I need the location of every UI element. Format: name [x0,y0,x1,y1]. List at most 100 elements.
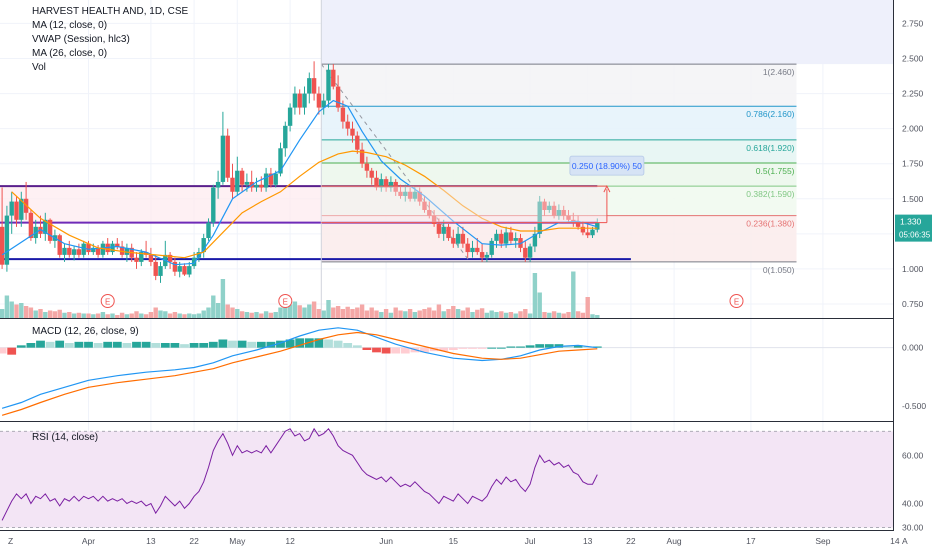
time-tick-label: 12 [285,536,295,546]
volume-bar [143,314,149,318]
legend-vwap[interactable]: VWAP (Session, hlc3) [32,34,130,45]
legend-macd[interactable]: MACD (12, 26, close, 9) [32,326,139,337]
candle-body [412,191,418,199]
volume-bar [163,311,168,318]
volume-bar [9,301,14,318]
fib-trendline[interactable] [320,63,471,263]
candle-body [527,246,533,258]
pane-separators[interactable] [0,0,932,531]
volume-bar [350,309,355,318]
volume-bar [475,309,480,318]
time-axis-zoom-label[interactable]: Z [8,536,13,546]
macd-histogram-bar [237,340,247,348]
candle-body [479,252,485,258]
candle-body [167,254,173,262]
ma12-line [1,99,598,266]
macd-histogram-bar [208,341,218,348]
volume-bar [556,312,562,318]
price-range-measure[interactable]: 0.250 (18.90%) 50 [321,155,645,224]
last-price-value: 1.330 [900,217,922,227]
volume-bar [191,314,197,318]
volume-bar [590,314,595,318]
legend[interactable]: HARVEST HEALTH AND, 1D, CSE MA (12, clos… [32,6,188,443]
candle-body [364,163,370,171]
candle-body [523,247,528,258]
candle-body [307,78,312,94]
volume-bar [235,309,240,318]
volume-bar [206,307,211,318]
earnings-marker[interactable] [100,294,115,308]
macd-histogram-bar [170,343,180,348]
macd-histogram-bar [45,341,55,348]
macd-histogram-bar [352,345,362,348]
volume-bar [542,312,547,318]
legend-volume[interactable]: Vol [32,62,46,73]
candle-body [441,226,446,234]
macd-histogram-bar [16,345,26,348]
moving-averages [1,99,598,266]
macd-histogram-bar [199,343,209,348]
candle-body [547,205,552,210]
macd-histogram-bar [324,339,333,348]
time-tick-label: Sep [815,536,830,546]
candlesticks [0,61,600,283]
volume-bar [575,311,581,318]
last-price-tag[interactable] [895,214,932,242]
candle-body [172,261,178,272]
volume-bar [326,300,331,318]
candle-body [14,201,19,220]
candle-body [369,170,374,178]
candle-body [211,187,216,223]
volume-bar [177,313,182,318]
legend-ma12[interactable]: MA (12, close, 0) [32,20,107,31]
macd-histogram-bar [285,339,295,348]
rsi-tick-label: 30.00 [902,523,924,533]
time-tick-label: Jul [525,536,536,546]
legend-symbol[interactable]: HARVEST HEALTH AND, 1D, CSE [32,6,188,17]
volume-bar [62,312,67,318]
price-tick-label: 2.250 [902,89,924,99]
volume-bar [451,306,456,318]
macd-histogram-bar [0,347,7,354]
legend-rsi[interactable]: RSI (14, close) [32,432,98,443]
candle-body [115,243,120,247]
legend-ma26[interactable]: MA (26, close, 0) [32,48,107,59]
candle-body [335,86,341,108]
volume-bar [134,311,139,318]
earnings-marker[interactable] [278,294,293,308]
macd-histogram-bar [487,347,497,349]
price-range-label[interactable]: 0.250 (18.90%) 50 [572,161,642,171]
volume-bar [153,307,158,318]
axes[interactable]: 2.7502.5002.2502.0001.7501.5001.2501.000… [82,0,932,546]
candle-body [431,215,437,225]
fib-retracement-fill[interactable] [0,0,893,262]
macd-histogram-bar [372,347,381,353]
earnings-marker[interactable] [729,294,744,308]
volume-bar [566,312,571,318]
macd-pane[interactable] [0,319,893,421]
volume-bar [57,309,62,318]
macd-histogram-bar [333,340,343,348]
volume-bar [278,307,283,318]
macd-histogram-bar [189,343,199,348]
candle-body [484,254,490,258]
volume-bar [76,312,82,318]
candle-body [499,233,504,244]
rsi-tick-label: 40.00 [902,499,924,509]
candle-body [422,201,427,210]
candle-body [508,232,514,241]
candle-body [67,247,72,255]
volume-bar [67,312,72,318]
volume-bar [321,310,326,318]
price-axis-auto-label[interactable]: A [902,536,908,546]
time-axis[interactable]: Z A [8,536,908,546]
rsi-line [1,427,598,521]
fib-level-label: 0(1.050) [763,265,795,275]
macd-histogram-bar [228,340,237,348]
candle-body [225,135,230,178]
price-tick-label: 2.500 [902,53,924,63]
fib-retracement-lines[interactable]: 1(2.460) 0.786(2.160) 0.618(1.920) 0.5(1.75… [320,0,797,318]
candle-body [566,215,571,220]
